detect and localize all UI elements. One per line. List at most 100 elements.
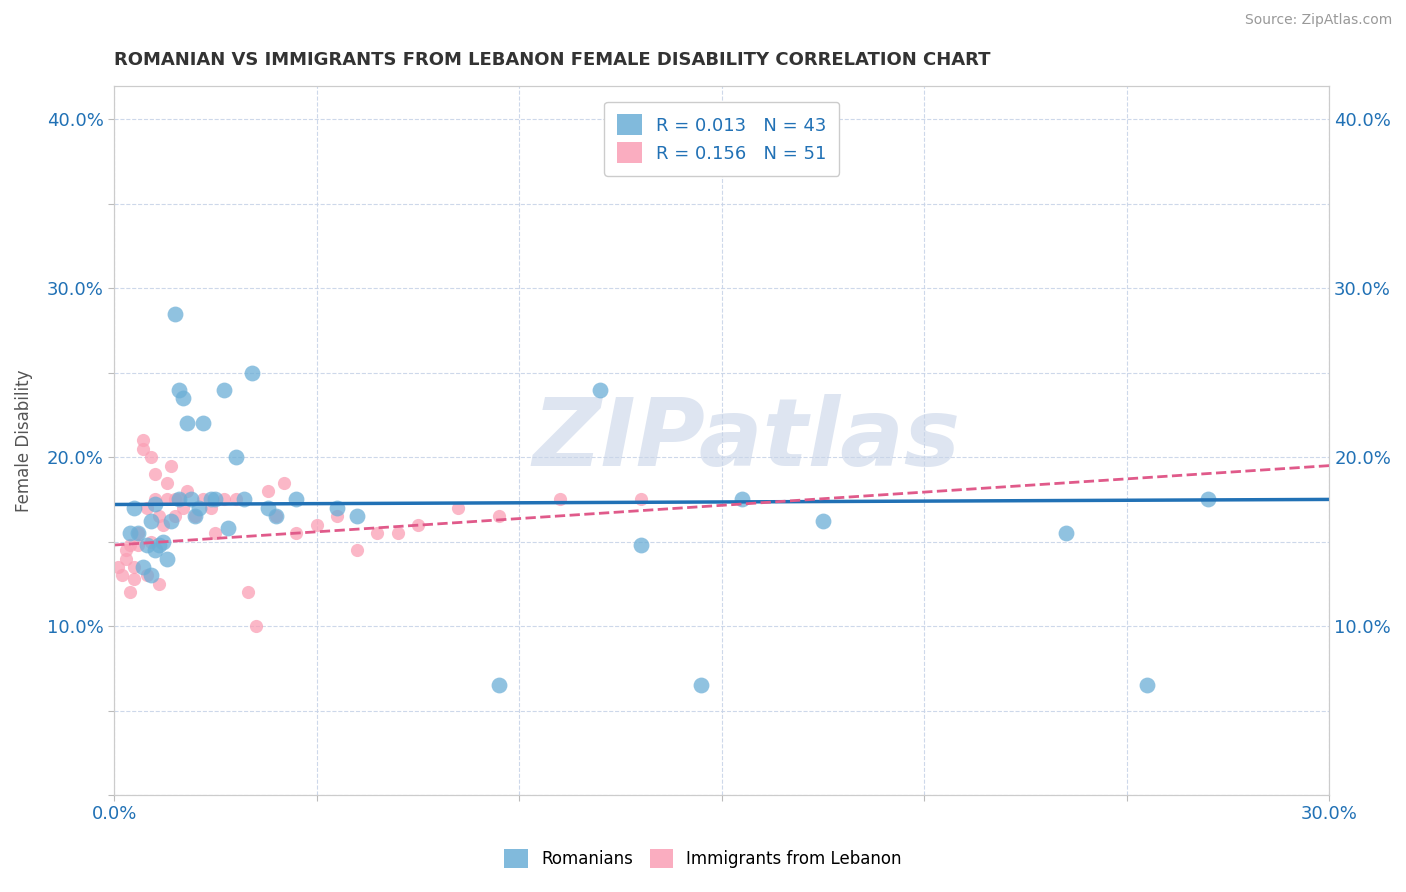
Point — [163, 509, 186, 524]
Point — [160, 515, 183, 529]
Point — [148, 538, 170, 552]
Point — [139, 568, 162, 582]
Point — [1136, 678, 1159, 692]
Point — [107, 560, 129, 574]
Point — [488, 678, 510, 692]
Legend: Romanians, Immigrants from Lebanon: Romanians, Immigrants from Lebanon — [498, 842, 908, 875]
Point — [139, 450, 162, 465]
Point — [135, 500, 157, 515]
Point — [120, 526, 142, 541]
Point — [285, 526, 308, 541]
Point — [245, 619, 267, 633]
Text: ZIPatlas: ZIPatlas — [531, 394, 960, 486]
Point — [273, 475, 295, 490]
Point — [167, 492, 190, 507]
Point — [135, 538, 157, 552]
Point — [131, 442, 153, 456]
Point — [131, 434, 153, 448]
Point — [163, 492, 186, 507]
Point — [305, 517, 328, 532]
Point — [630, 492, 652, 507]
Point — [285, 492, 308, 507]
Point — [111, 568, 134, 582]
Point — [257, 500, 280, 515]
Point — [387, 526, 409, 541]
Point — [184, 509, 207, 524]
Point — [193, 417, 215, 431]
Point — [172, 500, 194, 515]
Point — [232, 492, 254, 507]
Point — [366, 526, 388, 541]
Point — [120, 538, 142, 552]
Legend: R = 0.013   N = 43, R = 0.156   N = 51: R = 0.013 N = 43, R = 0.156 N = 51 — [605, 102, 839, 176]
Text: Source: ZipAtlas.com: Source: ZipAtlas.com — [1244, 13, 1392, 28]
Point — [188, 500, 211, 515]
Point — [115, 551, 138, 566]
Text: ROMANIAN VS IMMIGRANTS FROM LEBANON FEMALE DISABILITY CORRELATION CHART: ROMANIAN VS IMMIGRANTS FROM LEBANON FEMA… — [114, 51, 991, 69]
Point — [240, 366, 263, 380]
Point — [120, 585, 142, 599]
Point — [326, 509, 349, 524]
Point — [152, 534, 174, 549]
Point — [156, 475, 179, 490]
Point — [589, 383, 612, 397]
Point — [257, 483, 280, 498]
Point — [346, 543, 368, 558]
Point — [124, 560, 146, 574]
Point — [143, 467, 166, 481]
Point — [236, 585, 259, 599]
Point — [143, 498, 166, 512]
Point — [406, 517, 429, 532]
Point — [225, 450, 247, 465]
Point — [167, 492, 190, 507]
Point — [115, 543, 138, 558]
Point — [212, 492, 235, 507]
Point — [264, 509, 287, 524]
Point — [172, 391, 194, 405]
Point — [148, 509, 170, 524]
Point — [127, 526, 149, 541]
Point — [204, 526, 226, 541]
Point — [156, 492, 179, 507]
Point — [135, 568, 157, 582]
Point — [326, 500, 349, 515]
Point — [346, 509, 368, 524]
Point — [204, 492, 226, 507]
Point — [156, 551, 179, 566]
Point — [143, 492, 166, 507]
Point — [488, 509, 510, 524]
Point — [127, 526, 149, 541]
Point — [143, 543, 166, 558]
Point — [217, 521, 239, 535]
Point — [264, 509, 287, 524]
Point — [124, 572, 146, 586]
Point — [152, 517, 174, 532]
Point — [225, 492, 247, 507]
Point — [176, 417, 198, 431]
Point — [212, 383, 235, 397]
Point — [124, 500, 146, 515]
Point — [131, 560, 153, 574]
Point — [180, 492, 202, 507]
Point — [160, 458, 183, 473]
Point — [148, 577, 170, 591]
Point — [548, 492, 571, 507]
Point — [193, 492, 215, 507]
Point — [139, 515, 162, 529]
Point — [167, 383, 190, 397]
Point — [176, 483, 198, 498]
Point — [1054, 526, 1077, 541]
Point — [200, 500, 222, 515]
Point — [447, 500, 470, 515]
Point — [184, 509, 207, 524]
Point — [139, 534, 162, 549]
Point — [731, 492, 754, 507]
Point — [811, 515, 834, 529]
Point — [630, 538, 652, 552]
Point — [690, 678, 713, 692]
Point — [200, 492, 222, 507]
Point — [163, 307, 186, 321]
Point — [127, 538, 149, 552]
Point — [1197, 492, 1219, 507]
Y-axis label: Female Disability: Female Disability — [15, 369, 32, 511]
